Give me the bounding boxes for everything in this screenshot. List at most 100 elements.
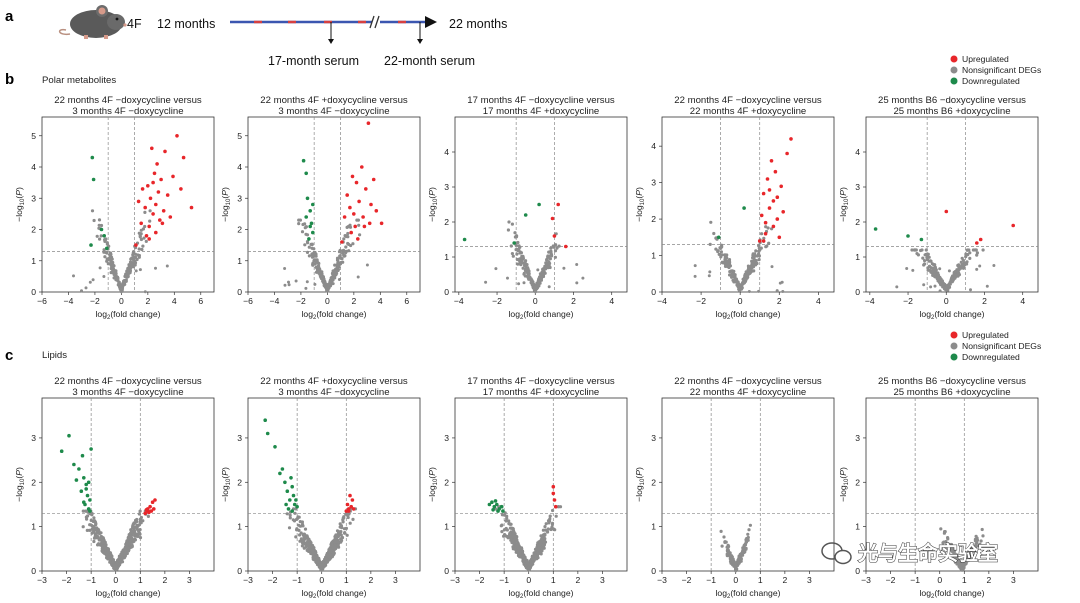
x-tick-label: −3 — [243, 575, 253, 585]
point-nonsignificant — [140, 247, 144, 252]
point-nonsignificant — [343, 234, 347, 238]
point-nonsignificant — [762, 236, 766, 240]
point-nonsignificant — [919, 248, 923, 253]
point-nonsignificant — [342, 253, 346, 257]
point-nonsignificant — [985, 284, 989, 288]
point-nonsignificant — [509, 244, 513, 248]
point-nonsignificant — [129, 257, 133, 261]
x-tick-label: −2 — [62, 575, 72, 585]
x-tick-label: 0 — [319, 575, 324, 585]
point-downregulated — [79, 489, 84, 494]
point-downregulated — [85, 493, 90, 498]
point-nonsignificant — [332, 269, 336, 273]
point-nonsignificant — [550, 522, 555, 527]
point-nonsignificant — [742, 276, 746, 280]
point-upregulated — [139, 221, 143, 226]
point-upregulated — [779, 184, 783, 189]
point-upregulated — [144, 234, 149, 238]
x-tick-label: 2 — [368, 575, 373, 585]
point-nonsignificant — [557, 244, 561, 248]
x-tick-label: 2 — [777, 296, 782, 306]
x-tick-label: 6 — [404, 296, 409, 306]
point-nonsignificant — [748, 270, 752, 274]
point-nonsignificant — [539, 278, 544, 282]
point-nonsignificant — [137, 512, 141, 516]
point-nonsignificant — [575, 281, 579, 285]
point-downregulated — [292, 502, 297, 507]
point-nonsignificant — [100, 544, 104, 548]
point-nonsignificant — [781, 290, 785, 293]
plot-title: 25 months B6 +doxycycline — [893, 387, 1010, 398]
point-nonsignificant — [298, 539, 302, 543]
point-nonsignificant — [558, 505, 563, 509]
point-upregulated — [179, 187, 183, 191]
point-downregulated — [295, 504, 299, 509]
point-nonsignificant — [928, 268, 932, 272]
point-downregulated — [59, 449, 64, 454]
point-nonsignificant — [516, 551, 520, 555]
point-downregulated — [304, 215, 309, 219]
point-nonsignificant — [331, 282, 335, 286]
y-tick-label: 0 — [31, 287, 36, 297]
point-nonsignificant — [339, 260, 343, 265]
point-upregulated — [771, 199, 776, 203]
point-upregulated — [159, 177, 163, 182]
y-axis-label: −log10(P) — [427, 187, 439, 222]
point-downregulated — [491, 508, 495, 512]
point-nonsignificant — [541, 528, 546, 532]
point-downregulated — [86, 480, 91, 485]
x-tick-label: −3 — [37, 575, 47, 585]
point-upregulated — [346, 509, 351, 513]
point-nonsignificant — [107, 555, 111, 559]
x-tick-label: 1 — [138, 575, 143, 585]
point-nonsignificant — [298, 218, 302, 222]
point-downregulated — [305, 196, 310, 201]
point-nonsignificant — [288, 516, 292, 520]
plot-title: 22 months 4F −doxycycline versus — [674, 95, 822, 106]
point-nonsignificant — [287, 283, 291, 287]
point-nonsignificant — [933, 265, 937, 269]
point-nonsignificant — [101, 540, 105, 544]
point-nonsignificant — [513, 231, 517, 235]
point-nonsignificant — [126, 546, 130, 550]
point-downregulated — [99, 227, 104, 232]
point-nonsignificant — [746, 264, 750, 268]
point-nonsignificant — [543, 264, 547, 268]
point-nonsignificant — [105, 554, 109, 558]
point-nonsignificant — [953, 560, 958, 564]
point-upregulated — [146, 184, 150, 188]
point-nonsignificant — [973, 248, 977, 252]
point-upregulated — [143, 511, 147, 516]
x-axis-label: log2(fold change) — [302, 309, 367, 321]
point-nonsignificant — [358, 233, 362, 237]
point-downregulated — [290, 484, 295, 489]
point-nonsignificant — [333, 274, 337, 278]
point-nonsignificant — [123, 545, 127, 549]
y-axis-label: −log10(P) — [14, 467, 26, 502]
point-nonsignificant — [143, 210, 147, 214]
point-nonsignificant — [709, 220, 713, 224]
point-upregulated — [781, 210, 785, 214]
point-nonsignificant — [924, 248, 928, 252]
point-nonsignificant — [548, 514, 552, 518]
point-nonsignificant — [733, 274, 737, 278]
point-nonsignificant — [334, 533, 338, 537]
point-nonsignificant — [99, 223, 104, 228]
legend-up-swatch — [950, 55, 958, 63]
point-nonsignificant — [328, 280, 332, 283]
x-tick-label: −6 — [37, 296, 47, 306]
point-nonsignificant — [303, 226, 307, 230]
point-nonsignificant — [139, 237, 143, 242]
point-nonsignificant — [553, 528, 557, 532]
point-nonsignificant — [115, 277, 119, 281]
y-tick-label: 1 — [31, 522, 36, 532]
point-nonsignificant — [526, 270, 531, 274]
x-axis-label: log2(fold change) — [716, 588, 781, 600]
y-tick-label: 1 — [444, 252, 449, 262]
point-nonsignificant — [517, 545, 522, 549]
point-nonsignificant — [310, 246, 314, 250]
point-nonsignificant — [96, 543, 100, 547]
